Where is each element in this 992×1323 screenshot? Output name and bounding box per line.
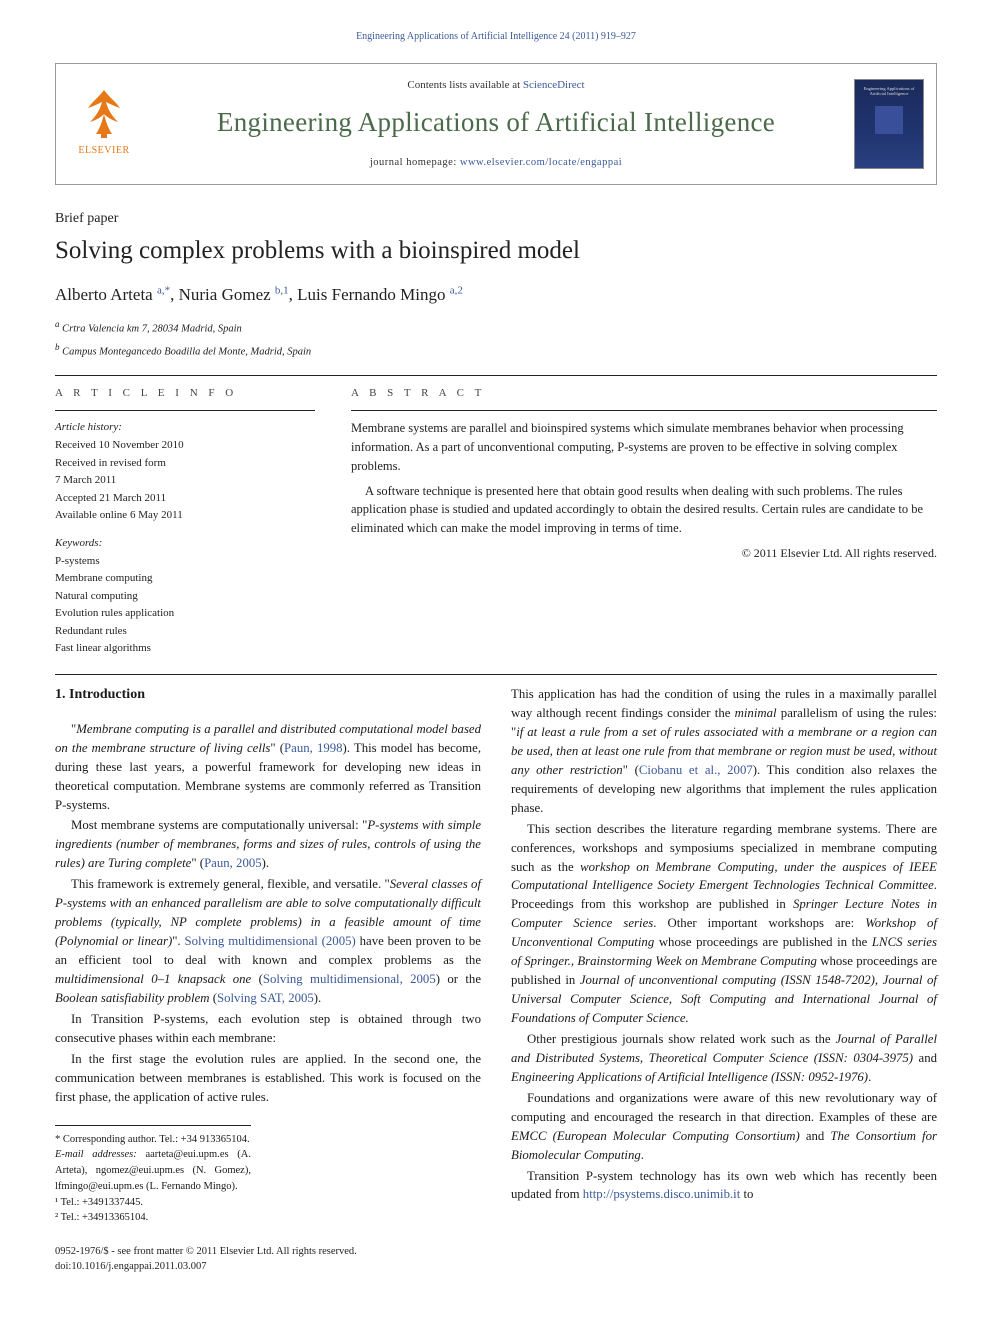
keyword: Membrane computing	[55, 570, 315, 588]
elsevier-label: ELSEVIER	[78, 144, 129, 159]
page: Engineering Applications of Artificial I…	[0, 0, 992, 1314]
abstract-para: A software technique is presented here t…	[351, 482, 937, 538]
article-type: Brief paper	[55, 209, 937, 229]
tree-icon	[82, 88, 126, 140]
footnotes: * Corresponding author. Tel.: +34 913365…	[55, 1125, 251, 1227]
homepage-line: journal homepage: www.elsevier.com/locat…	[176, 155, 816, 170]
history-label: Article history:	[55, 419, 315, 437]
history-line: Received 10 November 2010	[55, 437, 315, 455]
front-matter-line: 0952-1976/$ - see front matter © 2011 El…	[55, 1244, 937, 1259]
abstract-copyright: © 2011 Elsevier Ltd. All rights reserved…	[351, 544, 937, 562]
body-para: This framework is extremely general, fle…	[55, 875, 481, 1008]
affiliation: a Crtra Valencia km 7, 28034 Madrid, Spa…	[55, 318, 937, 337]
journal-title: Engineering Applications of Artificial I…	[176, 103, 816, 142]
author: Luis Fernando Mingo a,2	[297, 285, 463, 304]
author: Alberto Arteta a,*	[55, 285, 170, 304]
divider	[55, 674, 937, 675]
footnote-tel: ² Tel.: +34913365104.	[55, 1210, 251, 1226]
article-title: Solving complex problems with a bioinspi…	[55, 233, 937, 269]
elsevier-logo: ELSEVIER	[68, 84, 140, 164]
keyword: Redundant rules	[55, 623, 315, 641]
sciencedirect-link[interactable]: ScienceDirect	[523, 79, 585, 91]
abstract-para: Membrane systems are parallel and bioins…	[351, 419, 937, 475]
body-para: Other prestigious journals show related …	[511, 1030, 937, 1087]
running-header: Engineering Applications of Artificial I…	[55, 30, 937, 45]
info-abstract-row: A R T I C L E I N F O Article history: R…	[55, 386, 937, 658]
keyword: Natural computing	[55, 588, 315, 606]
body-para: Most membrane systems are computationall…	[55, 816, 481, 873]
body-para: Transition P-system technology has its o…	[511, 1167, 937, 1205]
history-line: Accepted 21 March 2011	[55, 490, 315, 508]
body-para: This application has had the condition o…	[511, 685, 937, 818]
masthead-box: ELSEVIER Contents lists available at Sci…	[55, 63, 937, 185]
cover-graphic	[875, 106, 903, 134]
affiliation: b Campus Montegancedo Boadilla del Monte…	[55, 341, 937, 360]
keywords-label: Keywords:	[55, 535, 315, 553]
corresponding-author: * Corresponding author. Tel.: +34 913365…	[55, 1132, 251, 1148]
homepage-link[interactable]: www.elsevier.com/locate/engappai	[460, 157, 622, 168]
section-heading: 1. Introduction	[55, 685, 481, 706]
emails: E-mail addresses: aarteta@eui.upm.es (A.…	[55, 1147, 251, 1194]
keyword: Fast linear algorithms	[55, 640, 315, 658]
keyword: Evolution rules application	[55, 605, 315, 623]
body-para: In Transition P-systems, each evolution …	[55, 1010, 481, 1048]
article-info-column: A R T I C L E I N F O Article history: R…	[55, 386, 315, 658]
body-para: In the first stage the evolution rules a…	[55, 1050, 481, 1107]
contents-line: Contents lists available at ScienceDirec…	[176, 78, 816, 94]
body-para: This section describes the literature re…	[511, 820, 937, 1028]
body-text: 1. Introduction "Membrane computing is a…	[55, 685, 937, 1226]
cover-title: Engineering Applications of Artificial I…	[855, 86, 923, 97]
keyword: P-systems	[55, 553, 315, 571]
footnote-tel: ¹ Tel.: +3491337445.	[55, 1195, 251, 1211]
history-line: Received in revised form	[55, 455, 315, 473]
abstract-label: A B S T R A C T	[351, 386, 937, 402]
divider	[55, 375, 937, 376]
article-info-label: A R T I C L E I N F O	[55, 386, 315, 402]
journal-cover-thumbnail: Engineering Applications of Artificial I…	[854, 79, 924, 169]
divider	[55, 410, 315, 411]
body-para: "Membrane computing is a parallel and di…	[55, 720, 481, 815]
history-line: 7 March 2011	[55, 472, 315, 490]
author: Nuria Gomez b,1	[179, 285, 289, 304]
divider	[351, 410, 937, 411]
abstract-column: A B S T R A C T Membrane systems are par…	[351, 386, 937, 658]
homepage-prefix: journal homepage:	[370, 157, 460, 168]
contents-prefix: Contents lists available at	[407, 79, 522, 91]
article-history: Article history: Received 10 November 20…	[55, 419, 315, 658]
history-line: Available online 6 May 2011	[55, 507, 315, 525]
doi-line: doi:10.1016/j.engappai.2011.03.007	[55, 1259, 937, 1274]
body-para: Foundations and organizations were aware…	[511, 1089, 937, 1165]
abstract-text: Membrane systems are parallel and bioins…	[351, 419, 937, 562]
author-list: Alberto Arteta a,*, Nuria Gomez b,1, Lui…	[55, 283, 937, 308]
